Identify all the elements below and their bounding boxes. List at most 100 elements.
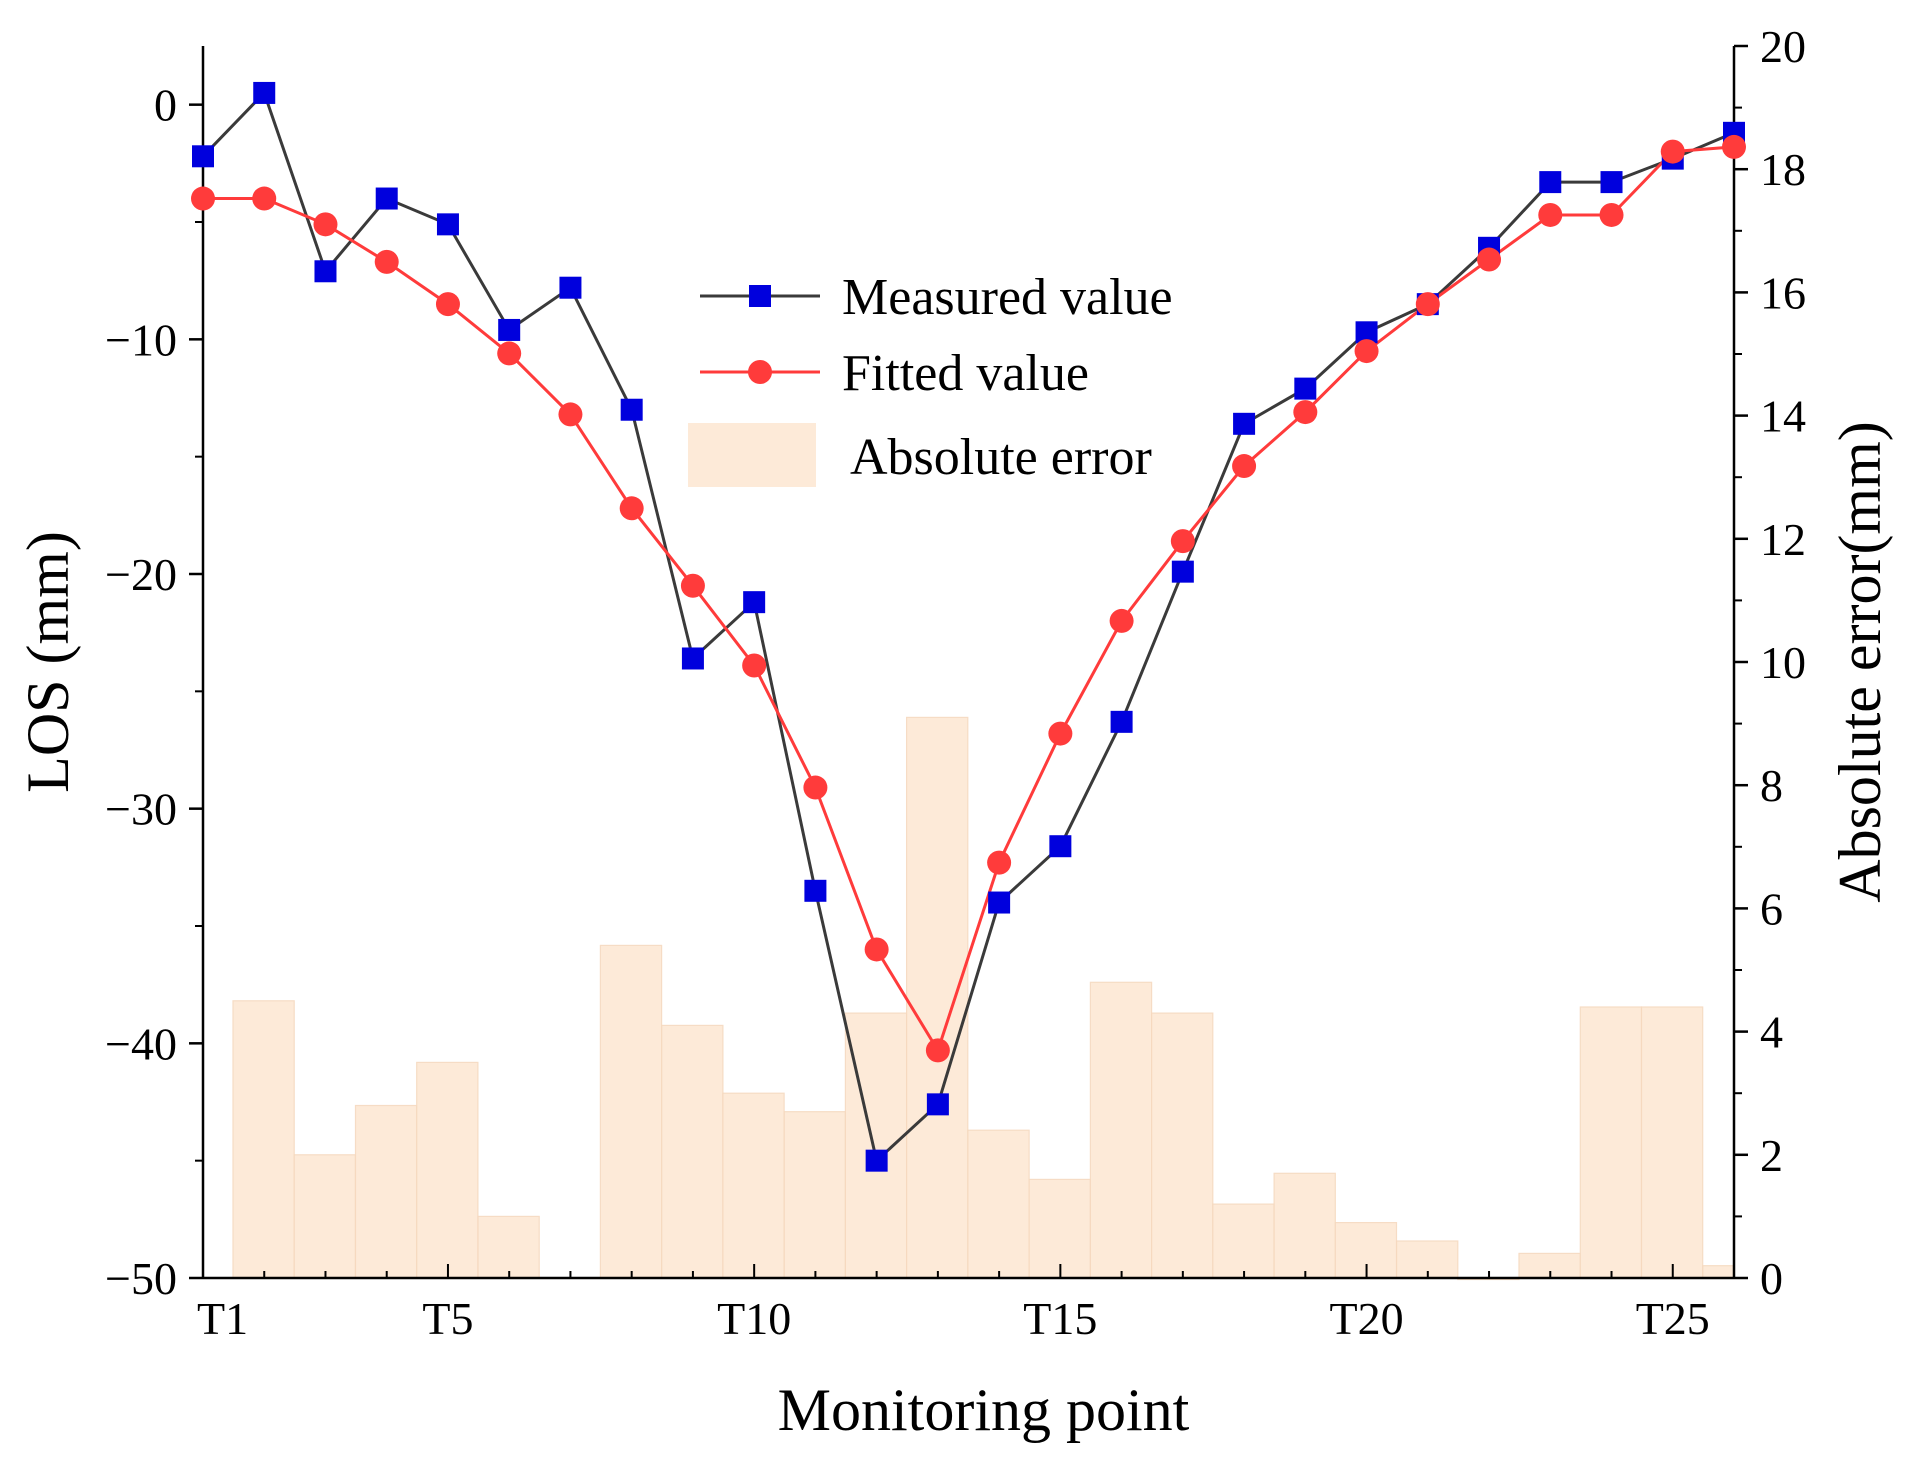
error-bar-T1 — [232, 1000, 295, 1279]
measured-point-T19 — [1294, 377, 1317, 400]
x-tick-label-T20: T20 — [1330, 1293, 1404, 1344]
fitted-point-T25 — [1660, 139, 1685, 164]
measured-point-T7 — [559, 276, 582, 299]
error-bar-T14 — [1028, 1178, 1091, 1279]
fitted-point-T8 — [619, 496, 644, 521]
error-bar-T8 — [661, 1024, 724, 1279]
error-bars — [232, 716, 1735, 1281]
measured-point-T2 — [253, 81, 276, 104]
error-bar-T11 — [844, 1012, 908, 1279]
axis-labels: Monitoring point LOS (mm) Absolute error(m… — [15, 421, 1893, 1443]
x-tick-label-T15: T15 — [1023, 1293, 1097, 1344]
fitted-point-T23 — [1538, 202, 1563, 227]
fitted-point-T12 — [864, 937, 889, 962]
legend-marker-fitted — [748, 360, 772, 384]
x-axis-title: Monitoring point — [778, 1377, 1190, 1443]
error-bar-T25 — [1702, 1265, 1735, 1279]
error-bar-T16 — [1150, 1012, 1214, 1279]
right-tick-label: 0 — [1760, 1253, 1783, 1304]
x-tick-label-T10: T10 — [717, 1293, 791, 1344]
right-tick-label: 4 — [1760, 1007, 1783, 1058]
fitted-point-T9 — [680, 573, 705, 598]
error-bar-T3 — [354, 1104, 418, 1279]
measured-point-T20 — [1355, 321, 1378, 344]
measured-point-T6 — [498, 318, 521, 341]
x-tick-label-T25: T25 — [1636, 1293, 1710, 1344]
right-tick-label: 10 — [1760, 637, 1806, 688]
error-bar-T17 — [1212, 1203, 1275, 1279]
measured-point-T16 — [1110, 710, 1133, 733]
fitted-point-T7 — [558, 402, 583, 427]
fitted-point-T1 — [191, 186, 215, 211]
measured-point-T14 — [988, 891, 1011, 914]
measured-point-T17 — [1171, 560, 1194, 583]
left-tick-label: −30 — [105, 784, 177, 835]
left-tick-label: 0 — [154, 80, 177, 131]
fitted-point-T20 — [1354, 339, 1379, 364]
legend: Measured value Fitted value Absolute error — [688, 269, 1173, 487]
error-bar-T23 — [1579, 1006, 1643, 1279]
error-bar-T5 — [477, 1215, 540, 1279]
measured-point-T24 — [1600, 171, 1623, 194]
fitted-point-T22 — [1477, 247, 1502, 272]
measured-point-T11 — [804, 879, 827, 902]
fitted-point-T2 — [252, 186, 277, 211]
fitted-point-T5 — [435, 292, 460, 317]
fitted-point-T15 — [1048, 721, 1073, 746]
error-bar-T7 — [599, 944, 663, 1279]
series — [191, 81, 1746, 1172]
fitted-point-T26 — [1722, 134, 1746, 159]
fitted-point-T10 — [742, 653, 767, 678]
measured-point-T10 — [743, 591, 766, 614]
error-bar-T9 — [722, 1092, 785, 1279]
right-tick-label: 6 — [1760, 883, 1783, 934]
legend-marker-measured — [749, 285, 771, 307]
left-tick-label: −50 — [105, 1253, 177, 1304]
error-bar-T10 — [783, 1111, 847, 1279]
error-bar-T12 — [905, 716, 969, 1279]
left-tick-label: −40 — [105, 1018, 177, 1069]
error-bar-T18 — [1273, 1172, 1336, 1279]
measured-value-line — [201, 90, 1735, 1164]
right-tick-label: 2 — [1760, 1130, 1783, 1181]
fitted-point-T13 — [925, 1038, 950, 1063]
legend-label-error: Absolute error — [850, 429, 1152, 486]
right-tick-label: 20 — [1760, 21, 1806, 72]
fitted-point-T14 — [987, 850, 1012, 875]
right-tick-label: 14 — [1760, 391, 1806, 442]
measured-point-T4 — [375, 187, 398, 210]
error-bar-T2 — [293, 1154, 357, 1279]
fitted-value-line — [203, 145, 1735, 1054]
measured-point-T18 — [1233, 412, 1256, 435]
fitted-point-T21 — [1415, 292, 1440, 317]
fitted-point-T3 — [313, 212, 338, 237]
right-tick-label: 18 — [1760, 144, 1806, 195]
fitted-point-T24 — [1599, 202, 1624, 227]
measured-point-T8 — [620, 398, 643, 421]
measured-point-T3 — [314, 260, 337, 283]
right-tick-label: 16 — [1760, 267, 1806, 318]
right-tick-label: 12 — [1760, 514, 1806, 565]
left-tick-label: −10 — [105, 314, 177, 365]
fitted-point-T4 — [374, 249, 399, 274]
axes: 0 −10 −20 −30 −40 −50 0 2 4 6 8 10 12 14 16 18 20 T1 T5 T10… — [105, 21, 1806, 1344]
legend-label-measured: Measured value — [842, 269, 1173, 326]
right-tick-label: 8 — [1760, 760, 1783, 811]
left-axis-title: LOS (mm) — [15, 531, 81, 793]
fitted-point-T18 — [1232, 454, 1257, 479]
left-tick-label: −20 — [105, 549, 177, 600]
measured-point-T12 — [865, 1149, 888, 1172]
error-bar-T15 — [1089, 981, 1153, 1279]
legend-swatch-error — [688, 423, 816, 487]
fitted-point-T17 — [1170, 529, 1195, 554]
x-tick-label-T1: T1 — [197, 1293, 248, 1344]
right-axis-title: Absolute error(mm) — [1827, 421, 1893, 903]
error-bar-T24 — [1640, 1006, 1704, 1279]
legend-label-fitted: Fitted value — [842, 345, 1089, 402]
measured-point-T13 — [926, 1093, 949, 1116]
error-bar-T13 — [967, 1129, 1030, 1279]
measured-point-T23 — [1539, 171, 1562, 194]
fitted-point-T19 — [1293, 400, 1318, 425]
measured-point-T5 — [436, 213, 459, 236]
